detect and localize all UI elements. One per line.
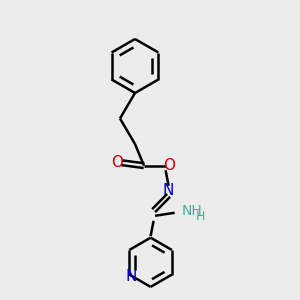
Text: O: O xyxy=(163,158,175,173)
Text: N: N xyxy=(125,268,136,284)
Text: NH: NH xyxy=(182,204,203,218)
Text: H: H xyxy=(196,210,206,223)
Text: N: N xyxy=(163,183,174,198)
Text: O: O xyxy=(111,155,123,170)
